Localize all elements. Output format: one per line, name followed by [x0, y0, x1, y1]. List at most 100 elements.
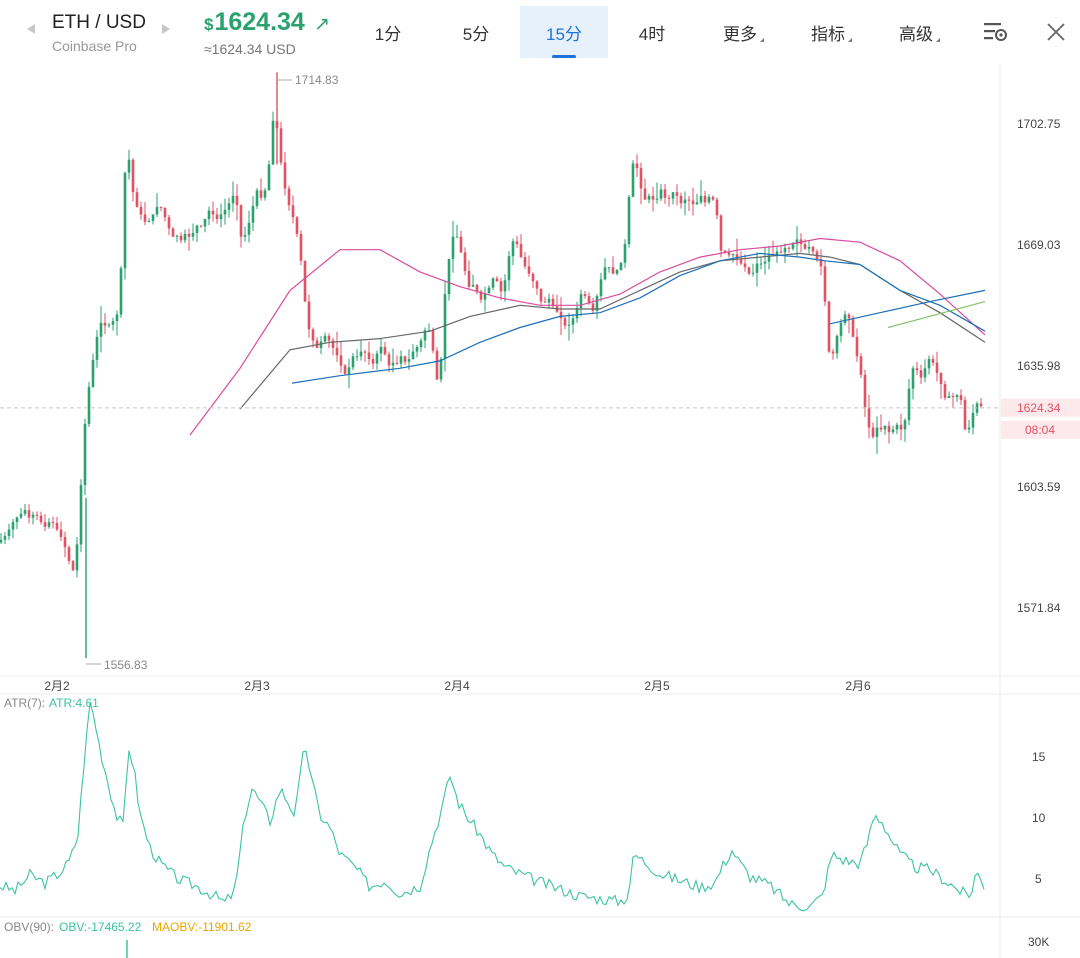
candle-body — [687, 199, 691, 201]
candle-body — [667, 197, 671, 199]
candle-body — [15, 517, 19, 523]
candle-body — [847, 314, 851, 319]
candle-body — [863, 374, 867, 408]
candle-body — [367, 352, 371, 360]
candle-body — [951, 396, 955, 398]
date-axis-tick: 2月4 — [444, 679, 470, 693]
candle-body — [499, 281, 503, 292]
low-marker-label: 1556.83 — [104, 658, 148, 672]
candle-body — [955, 395, 959, 398]
candle-body — [571, 318, 575, 325]
candle-body — [699, 195, 703, 203]
candle-body — [927, 359, 931, 369]
candle-body — [239, 205, 243, 237]
candle-body — [923, 368, 927, 378]
candle-body — [467, 270, 471, 287]
candle-body — [283, 162, 287, 189]
candle-body — [175, 235, 179, 237]
candle-body — [635, 163, 639, 169]
candle-body — [311, 329, 315, 341]
symbol-title[interactable]: ETH / USD — [52, 12, 146, 33]
atr-axis-tick: 5 — [1035, 872, 1042, 886]
high-marker-label: 1714.83 — [295, 73, 339, 87]
chart-settings-icon[interactable] — [982, 20, 1008, 44]
candle-body — [811, 246, 815, 252]
candle-body — [83, 423, 87, 486]
interval-tab-1m[interactable]: 1分 — [374, 24, 402, 44]
indicators-menu[interactable]: 指标 — [784, 6, 872, 58]
candle-body — [135, 192, 139, 208]
previous-symbol-icon[interactable] — [27, 24, 35, 34]
candle-body — [755, 263, 759, 273]
close-icon[interactable] — [1044, 20, 1068, 44]
atr-line — [0, 702, 985, 912]
last-price: $1624.34 — [204, 8, 305, 37]
candle-body — [659, 189, 663, 199]
advanced-menu[interactable]: 高级 — [872, 6, 960, 58]
candle-body — [363, 351, 367, 353]
candle-body — [891, 429, 895, 433]
next-symbol-icon[interactable] — [162, 24, 170, 34]
price-axis-tick: 1571.84 — [1017, 601, 1061, 615]
candle-body — [347, 367, 351, 374]
candle-body — [483, 293, 487, 300]
candle-body — [407, 359, 411, 362]
candle-body — [703, 195, 707, 203]
candle-body — [211, 210, 215, 215]
candle-body — [459, 236, 463, 253]
candle-body — [803, 244, 807, 249]
interval-tab-5m[interactable]: 5分 — [462, 24, 490, 44]
candle-body — [683, 199, 687, 204]
candle-body — [435, 350, 439, 380]
candle-body — [643, 188, 647, 200]
candle-body — [583, 294, 587, 296]
price-axis-tick: 1702.75 — [1017, 117, 1061, 131]
indicators-menu-label: 指标 — [811, 24, 845, 44]
price-axis-tick: 1603.59 — [1017, 480, 1061, 494]
candle-body — [11, 522, 15, 530]
candle-body — [19, 513, 23, 518]
candle-body — [731, 254, 735, 256]
candle-body — [143, 214, 147, 222]
interval-tab-4h[interactable]: 4时 — [638, 24, 666, 44]
candle-body — [387, 354, 391, 366]
candle-body — [263, 190, 267, 198]
candle-body — [63, 536, 67, 548]
candle-body — [787, 247, 791, 249]
price-chart[interactable]: 1702.75 1669.03 1635.98 1603.59 1571.84 … — [0, 64, 1080, 958]
candle-body — [75, 544, 79, 571]
moving-average-line — [189, 237, 986, 436]
candle-body — [7, 529, 11, 537]
candle-body — [739, 258, 743, 264]
candle-body — [415, 346, 419, 352]
price-converted: ≈1624.34 USD — [204, 41, 296, 57]
interval-tab-15m[interactable]: 15分 — [520, 6, 608, 58]
candle-body — [115, 314, 119, 322]
candle-body — [911, 368, 915, 389]
candle-body — [95, 336, 99, 360]
candle-body — [691, 200, 695, 205]
candle-body — [87, 386, 91, 424]
candle-body — [851, 318, 855, 337]
candle-body — [191, 232, 195, 237]
candle-body — [287, 188, 291, 206]
candle-body — [743, 263, 747, 268]
current-price-label: 1624.34 — [1017, 401, 1061, 415]
candle-body — [579, 294, 583, 309]
candle-body — [779, 251, 783, 253]
price-axis-tick: 1669.03 — [1017, 238, 1061, 252]
symbol-exchange: Coinbase Pro — [52, 38, 137, 54]
obv-legend-value: OBV:-17465.22 — [59, 920, 142, 934]
date-axis-tick: 2月5 — [644, 679, 670, 693]
more-menu[interactable]: 更多 — [696, 6, 784, 58]
obv-legend-title: OBV(90): — [4, 920, 54, 934]
candle-body — [487, 287, 491, 294]
candle-body — [603, 267, 607, 280]
candle-body — [611, 267, 615, 274]
more-dropdown-icon — [760, 38, 764, 42]
candle-body — [447, 258, 451, 295]
candle-body — [767, 255, 771, 262]
candle-body — [819, 258, 823, 267]
candle-body — [763, 261, 767, 264]
candle-body — [35, 514, 39, 516]
